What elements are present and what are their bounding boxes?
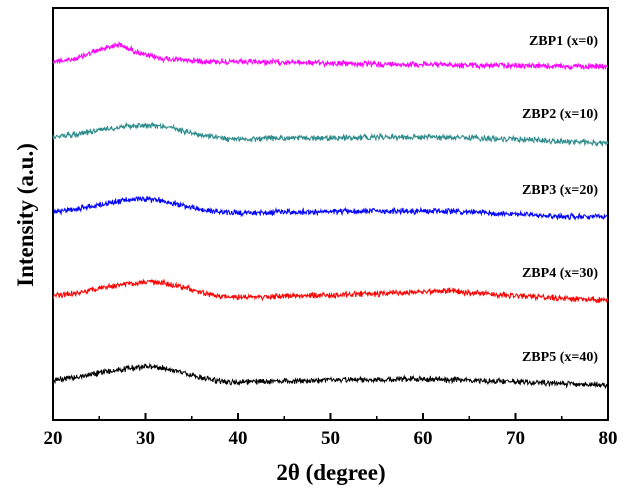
y-axis-title: Intensity (a.u.)	[13, 143, 38, 287]
series-line	[52, 278, 609, 304]
x-tick-label: 60	[414, 428, 433, 449]
series-label: ZBP3 (x=20)	[522, 183, 598, 198]
series-line	[52, 40, 609, 71]
x-tick-label: 50	[321, 428, 340, 449]
series-label: ZBP1 (x=0)	[529, 34, 598, 49]
x-tick-label: 30	[136, 428, 155, 449]
x-tick-label: 20	[44, 428, 63, 449]
x-tick-label: 80	[599, 428, 618, 449]
series-label: ZBP2 (x=10)	[522, 107, 598, 122]
x-axis-title: 2θ (degree)	[276, 460, 385, 485]
series-label: ZBP5 (x=40)	[522, 350, 598, 365]
x-tick-label: 40	[229, 428, 248, 449]
series-label-layer: ZBP1 (x=0) ZBP2 (x=10) ZBP3 (x=20) ZBP4 (x=…	[522, 34, 598, 365]
series-line	[52, 121, 609, 147]
x-axis-ticks: 20 30 40 50 60 70 80	[44, 413, 618, 449]
series-line	[52, 195, 609, 221]
series-layer	[52, 40, 609, 390]
series-label: ZBP4 (x=30)	[522, 266, 598, 281]
series-line	[52, 362, 609, 390]
x-tick-label: 70	[506, 428, 525, 449]
